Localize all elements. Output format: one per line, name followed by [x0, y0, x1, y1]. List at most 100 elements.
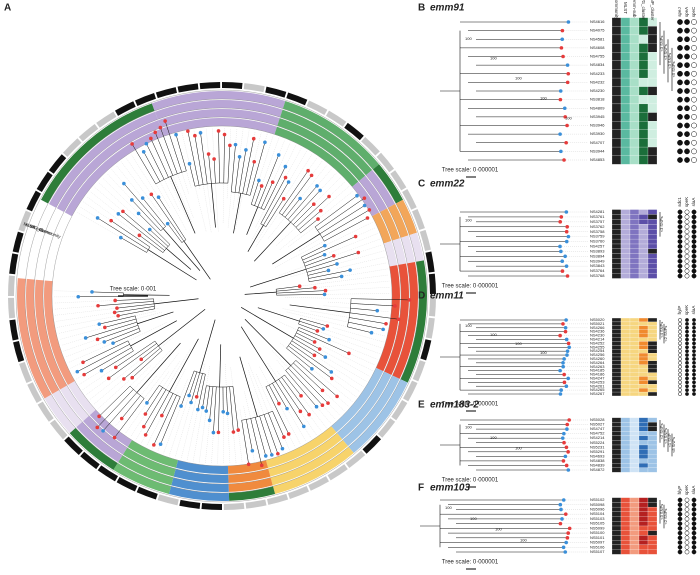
tip	[348, 268, 352, 272]
branch	[298, 210, 321, 231]
branch	[241, 410, 273, 421]
branch	[302, 236, 356, 261]
gene-presence	[684, 122, 690, 129]
branch	[289, 304, 351, 314]
tip	[563, 325, 568, 330]
branch	[272, 233, 321, 265]
branch	[250, 180, 260, 205]
metadata-cell	[611, 364, 622, 369]
metadata-cell	[629, 384, 640, 389]
branch	[231, 144, 236, 192]
gene-presence	[691, 70, 697, 77]
branch	[350, 303, 395, 307]
tip	[566, 341, 571, 346]
metadata-cell	[647, 43, 658, 53]
branch	[104, 328, 140, 343]
tip	[312, 202, 316, 206]
community-ring	[157, 494, 179, 506]
metadata-cell	[620, 544, 631, 550]
gene-presence	[691, 62, 697, 68]
metadata-cell	[629, 155, 640, 165]
gene-presence	[692, 345, 696, 350]
tip	[323, 355, 328, 359]
community-ring	[377, 418, 396, 438]
metadata-cell	[638, 86, 649, 96]
tip	[189, 400, 193, 405]
metadata-cell	[638, 417, 649, 423]
tip	[263, 140, 267, 145]
metadata-cell	[611, 219, 622, 225]
branch	[296, 332, 315, 343]
metadata-cell	[629, 52, 640, 61]
branch	[151, 194, 185, 242]
metadata-cell	[647, 263, 658, 269]
tip	[559, 388, 563, 392]
isolate-id: NS5096	[590, 507, 605, 512]
tip	[137, 233, 142, 238]
metadata-cell	[647, 544, 658, 550]
metadata-cell	[629, 535, 640, 541]
gene-presence	[685, 368, 689, 373]
metadata-ring	[89, 409, 132, 447]
tip	[565, 63, 570, 67]
branch	[219, 344, 222, 388]
metadata-cell	[629, 426, 640, 432]
metadata-cell	[629, 129, 640, 139]
branch	[98, 301, 154, 307]
gene-presence	[692, 353, 696, 357]
metadata-cell	[620, 243, 631, 250]
branch	[136, 342, 181, 393]
metadata-cell	[629, 112, 640, 122]
branch	[303, 254, 325, 264]
branch	[241, 420, 249, 465]
branch	[275, 381, 305, 427]
metadata-cell	[647, 502, 658, 508]
metadata-cell	[611, 86, 622, 96]
tip	[90, 290, 94, 294]
community-ring	[19, 361, 32, 384]
community-ring	[429, 296, 436, 317]
gene-presence	[685, 353, 689, 357]
branch	[194, 135, 204, 185]
gene-presence	[677, 263, 683, 269]
gene-presence	[691, 507, 697, 512]
branch	[153, 298, 156, 309]
community-ring	[12, 231, 24, 253]
gene-presence	[685, 357, 689, 361]
gene-presence	[684, 511, 690, 517]
metadata-cell	[611, 380, 622, 385]
bootstrap: 100	[540, 350, 547, 355]
metadata-cell	[647, 530, 658, 536]
metadata-cell	[638, 103, 649, 113]
metadata-ring	[83, 415, 128, 455]
branch	[159, 385, 181, 397]
branch	[250, 268, 307, 288]
branch	[298, 323, 318, 332]
gene-presence	[677, 502, 683, 508]
branch	[319, 205, 365, 235]
gene-presence	[684, 258, 690, 264]
tip	[565, 427, 569, 431]
ring-outline	[42, 116, 402, 476]
branch	[200, 132, 208, 184]
community-ring	[223, 502, 245, 510]
metadata-cell	[620, 86, 631, 96]
metadata-cell	[647, 521, 658, 527]
metadata-cell	[611, 502, 622, 508]
gene-presence	[677, 526, 683, 531]
metadata-cell	[629, 138, 640, 148]
tip	[76, 294, 81, 299]
branch	[285, 360, 296, 371]
tree-scale: Tree scale: 0·000001	[442, 402, 499, 408]
gene-presence	[685, 380, 689, 385]
tip	[252, 159, 257, 164]
gene-presence	[684, 214, 690, 220]
metadata-cell	[620, 349, 631, 354]
branch	[183, 240, 211, 280]
metadata-cell	[638, 360, 649, 365]
isolate-id: NS3946	[590, 123, 605, 128]
metadata-cell	[629, 349, 640, 354]
bootstrap: 100	[490, 435, 497, 440]
tip	[335, 262, 339, 266]
metadata-cell	[611, 540, 622, 546]
